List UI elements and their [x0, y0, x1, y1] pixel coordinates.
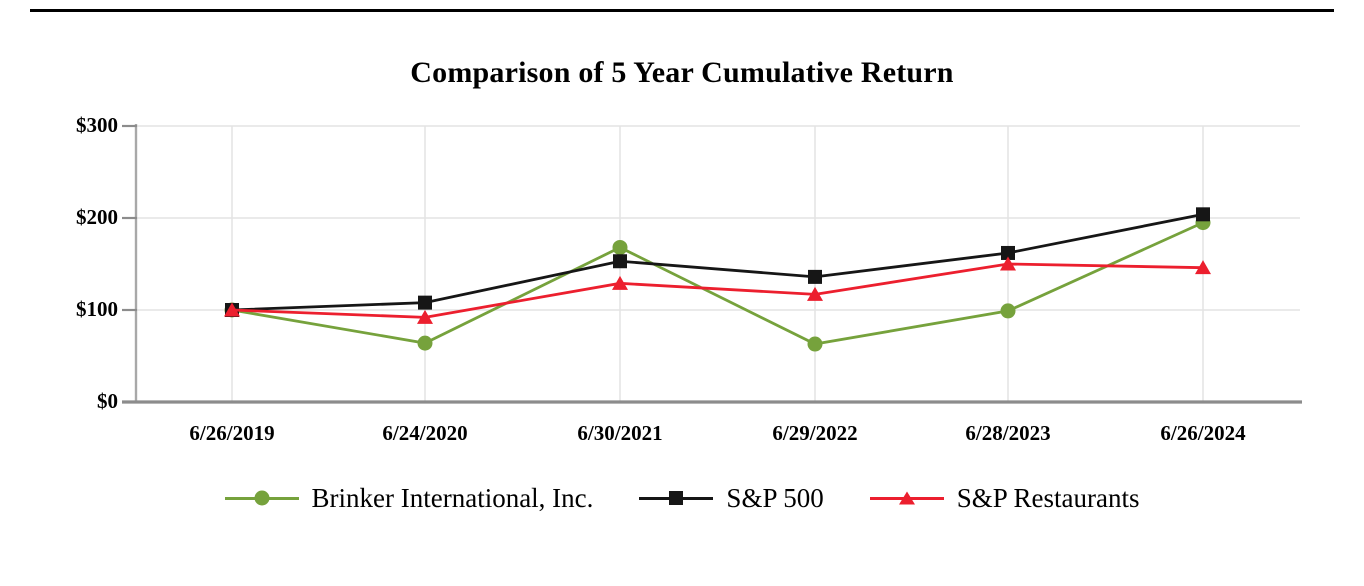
y-axis-label: $300: [76, 113, 118, 137]
y-axis-label: $0: [97, 389, 118, 413]
x-axis-label: 6/29/2022: [772, 421, 858, 445]
top-divider-rule: [30, 9, 1334, 12]
data-point-marker: [417, 335, 433, 351]
legend-label: S&P 500: [726, 483, 824, 513]
data-point-marker: [1195, 260, 1211, 275]
y-axis-label: $100: [76, 297, 118, 321]
legend-item: S&P 500: [639, 483, 824, 513]
legend-line-sample: [224, 490, 299, 506]
data-point-marker: [808, 269, 822, 284]
chart-legend: Brinker International, Inc. S&P 500 S&P Re…: [0, 476, 1364, 520]
x-axis-label: 6/30/2021: [577, 421, 663, 445]
chart-title: Comparison of 5 Year Cumulative Return: [410, 56, 954, 89]
x-axis-label: 6/28/2023: [965, 421, 1051, 445]
data-point-marker: [612, 275, 628, 290]
legend-item: S&P Restaurants: [869, 483, 1140, 513]
data-point-marker: [613, 254, 627, 269]
data-point-marker: [1000, 256, 1016, 271]
x-axis-label: 6/26/2024: [1160, 421, 1246, 445]
data-point-marker: [418, 295, 432, 310]
x-axis-label: 6/26/2019: [189, 421, 275, 445]
legend-line-sample: [639, 491, 714, 505]
legend-circle-icon: [254, 490, 270, 506]
legend-triangle-icon: [898, 491, 915, 505]
x-axis-label: 6/24/2020: [382, 421, 468, 445]
data-point-marker: [224, 302, 240, 317]
legend-square-icon: [669, 491, 684, 505]
data-point-marker: [807, 336, 823, 352]
data-point-marker: [807, 286, 823, 301]
data-point-marker: [1000, 303, 1016, 319]
y-axis-label: $200: [76, 205, 118, 229]
data-point-marker: [417, 309, 433, 324]
legend-item: Brinker International, Inc.: [224, 483, 594, 513]
data-point-marker: [1196, 207, 1210, 222]
legend-label: S&P Restaurants: [956, 483, 1140, 513]
data-point-marker: [1001, 245, 1015, 260]
data-point-marker: [612, 239, 628, 255]
legend-label: Brinker International, Inc.: [311, 483, 594, 513]
legend-line-sample: [869, 491, 944, 505]
